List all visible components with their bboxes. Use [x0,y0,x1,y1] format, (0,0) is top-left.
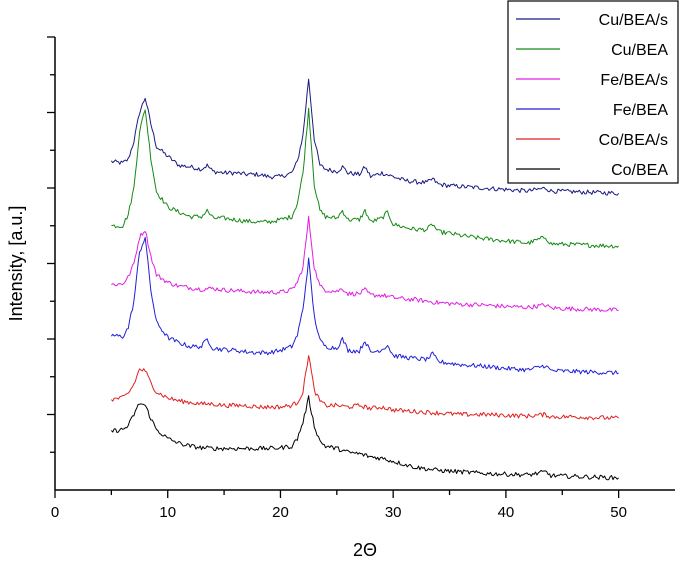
legend-label: Co/BEA [611,162,668,179]
x-tick-label: 20 [272,504,289,521]
legend-box [507,0,679,184]
series-layer [110,78,620,481]
series-line-co-bea-s [110,355,619,421]
legend-label: Cu/BEA/s [599,12,668,29]
legend-label: Cu/BEA [611,42,668,59]
y-axis-title: Intensity, [a.u.] [6,206,26,322]
series-line-fe-bea [110,236,619,376]
series-line-cu-bea-s [110,78,620,196]
x-tick-label: 40 [498,504,515,521]
legend-label: Fe/BEA/s [600,72,668,89]
x-axis-title: 2Θ [353,540,377,560]
x-tick-label: 0 [51,504,59,521]
series-line-co-bea [110,395,619,481]
series-line-fe-bea-s [111,215,619,313]
legend-label: Fe/BEA [613,102,668,119]
axes: 0 10 20 30 40 50 2Θ Intensity, [a.u.] [6,36,675,560]
x-tick-label: 30 [385,504,402,521]
series-line-cu-bea [111,107,619,249]
x-tick-label: 50 [610,504,627,521]
legend-label: Co/BEA/s [599,132,668,149]
legend: Cu/BEA/s Cu/BEA Fe/BEA/s Fe/BEA Co/BEA/s Co/B… [507,0,679,184]
x-tick-label: 10 [159,504,176,521]
